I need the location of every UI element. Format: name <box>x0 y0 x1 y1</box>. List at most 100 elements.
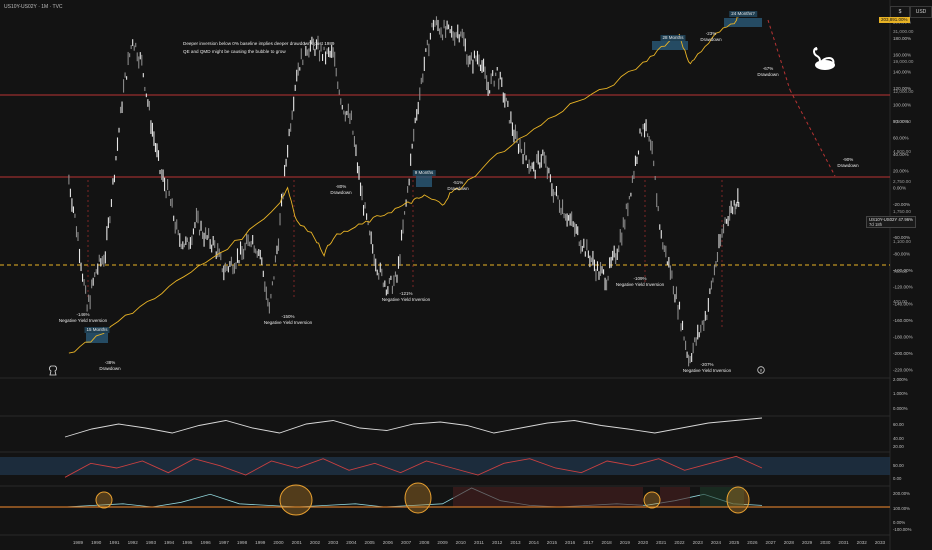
x-tick-1992: 1992 <box>128 540 139 545</box>
spread-candles <box>68 16 740 367</box>
x-tick-2029: 2029 <box>802 540 813 545</box>
x-tick-2005: 2005 <box>365 540 376 545</box>
spx-tick: 2,750.00 <box>893 179 911 184</box>
time-axis: 1989 1990 1991 1992 1993 1994 1995 1996 1997 1998… <box>73 540 886 545</box>
annotation-2019: -109% Negative Yield Inversion <box>615 276 665 287</box>
x-tick-1991: 1991 <box>109 540 120 545</box>
lower-axis-tick: 200.00% <box>893 491 910 496</box>
annotation-2023: -207% Negative Yield Inversion <box>682 362 732 373</box>
x-tick-2020: 2020 <box>638 540 649 545</box>
lower-axis-tick: 60.00 <box>893 422 904 427</box>
x-tick-1993: 1993 <box>146 540 157 545</box>
info-icon[interactable]: 8 <box>757 366 765 374</box>
x-tick-1989: 1989 <box>73 540 84 545</box>
annotation-2008-drawdown: -51% Drawdown <box>447 180 469 191</box>
tag-9-months: 9 Months <box>412 170 436 176</box>
symbol-header: US10Y-US02Y · 1M · TVC <box>4 4 63 10</box>
y-tick: 20.00% <box>893 169 909 174</box>
red-zone-1 <box>453 487 643 507</box>
x-tick-2001: 2001 <box>292 540 303 545</box>
osc2-line <box>64 455 763 478</box>
y-tick: 160.00% <box>893 53 911 58</box>
currency-usd[interactable]: USD <box>910 6 932 18</box>
x-tick-2013: 2013 <box>510 540 521 545</box>
x-tick-2003: 2003 <box>328 540 339 545</box>
lower-axis-tick: 50.00 <box>893 463 904 468</box>
red-zone-2 <box>660 487 690 507</box>
lower-axis-tick: 20.00 <box>893 444 904 449</box>
spx-tick: 700.00 <box>893 269 907 274</box>
lower-axis-tick: 2.000% <box>893 377 908 382</box>
x-tick-2008: 2008 <box>419 540 430 545</box>
y-tick: -140.00% <box>893 301 913 306</box>
y-tick: 120.00% <box>893 86 911 91</box>
annotation-projection-67: -67% Drawdown <box>757 66 779 77</box>
x-tick-2011: 2011 <box>474 540 484 545</box>
spx-tick: 7,500.00 <box>893 119 911 124</box>
oscillator-1 <box>64 417 763 438</box>
zone-2020 <box>652 41 688 50</box>
y-tick: -200.00% <box>893 351 913 356</box>
logo-icon <box>49 365 57 376</box>
y-tick: 180.00% <box>893 36 911 41</box>
y-tick: -100.00% <box>893 268 913 273</box>
zone-2024 <box>724 18 762 27</box>
annotation-2007: -121% Negative Yield Inversion <box>381 291 431 302</box>
x-tick-2000: 2000 <box>273 540 284 545</box>
x-tick-2014: 2014 <box>529 540 540 545</box>
x-tick-2031: 2031 <box>838 540 849 545</box>
x-tick-2033: 2033 <box>875 540 886 545</box>
x-tick-2006: 2006 <box>383 540 394 545</box>
lower-axis-tick: 40.00 <box>893 436 904 441</box>
x-tick-1995: 1995 <box>182 540 193 545</box>
x-tick-2028: 2028 <box>784 540 795 545</box>
x-tick-2023: 2023 <box>693 540 704 545</box>
annotation-2001-drawdown: -80% Drawdown <box>330 184 352 195</box>
tag-28-months: 28 Months <box>660 35 686 41</box>
lower-axis-tick: 0.00 <box>893 476 902 481</box>
x-tick-1998: 1998 <box>237 540 248 545</box>
osc1-line <box>64 417 763 438</box>
spx-tick: 19,000.00 <box>893 59 914 64</box>
spx-tick: 12,000.00 <box>893 89 914 94</box>
swan-icon <box>813 47 835 70</box>
note-line-1: Deeper inversion below 0% baseline impli… <box>183 41 335 46</box>
x-tick-2015: 2015 <box>547 540 558 545</box>
lower-axes: 2.000% 1.000% 0.000% 60.00 40.00 20.00 50.00 0.… <box>893 377 912 532</box>
svg-text:8: 8 <box>760 368 763 373</box>
y-tick: 100.00% <box>893 102 911 107</box>
x-tick-2007: 2007 <box>401 540 412 545</box>
x-tick-1994: 1994 <box>164 540 175 545</box>
y-tick: 140.00% <box>893 69 911 74</box>
right-axis: 200.00%180.00%160.00%140.00%120.00%100.0… <box>893 20 914 373</box>
spx-tick: 31,000.00 <box>893 29 914 34</box>
x-tick-1990: 1990 <box>91 540 102 545</box>
x-tick-1997: 1997 <box>219 540 230 545</box>
chart-note: Deeper inversion below 0% baseline impli… <box>183 40 334 56</box>
y-tick: 0.00% <box>893 185 906 190</box>
y-tick: -20.00% <box>893 202 910 207</box>
annotation-projection-90: -90% Drawdown <box>837 157 859 168</box>
x-tick-2032: 2032 <box>857 540 868 545</box>
x-tick-1996: 1996 <box>200 540 211 545</box>
x-tick-2019: 2019 <box>620 540 631 545</box>
annotation-1991-drawdown: -38% Drawdown <box>99 360 121 371</box>
tag-15-months: 15 Months <box>84 327 110 333</box>
x-tick-2026: 2026 <box>747 540 758 545</box>
x-tick-2024: 2024 <box>711 540 722 545</box>
vertical-markers <box>87 180 723 330</box>
price-label-spread: US10Y-US02Y 47.96% 7d 18h <box>866 216 916 228</box>
annotation-2000: -150% Negative Yield Inversion <box>263 314 313 325</box>
x-tick-2004: 2004 <box>346 540 357 545</box>
x-tick-2018: 2018 <box>601 540 612 545</box>
x-tick-1999: 1999 <box>255 540 266 545</box>
x-tick-2009: 2009 <box>437 540 448 545</box>
osc-circles <box>95 482 750 516</box>
spx-tick: 400.00 <box>893 299 907 304</box>
spx-series-line <box>68 14 739 354</box>
y-tick: -60.00% <box>893 235 910 240</box>
lower-axis-tick: 100.00% <box>893 506 910 511</box>
annotation-2022-drawdown: -23% Drawdown <box>700 31 722 42</box>
zone-2007 <box>416 176 432 187</box>
